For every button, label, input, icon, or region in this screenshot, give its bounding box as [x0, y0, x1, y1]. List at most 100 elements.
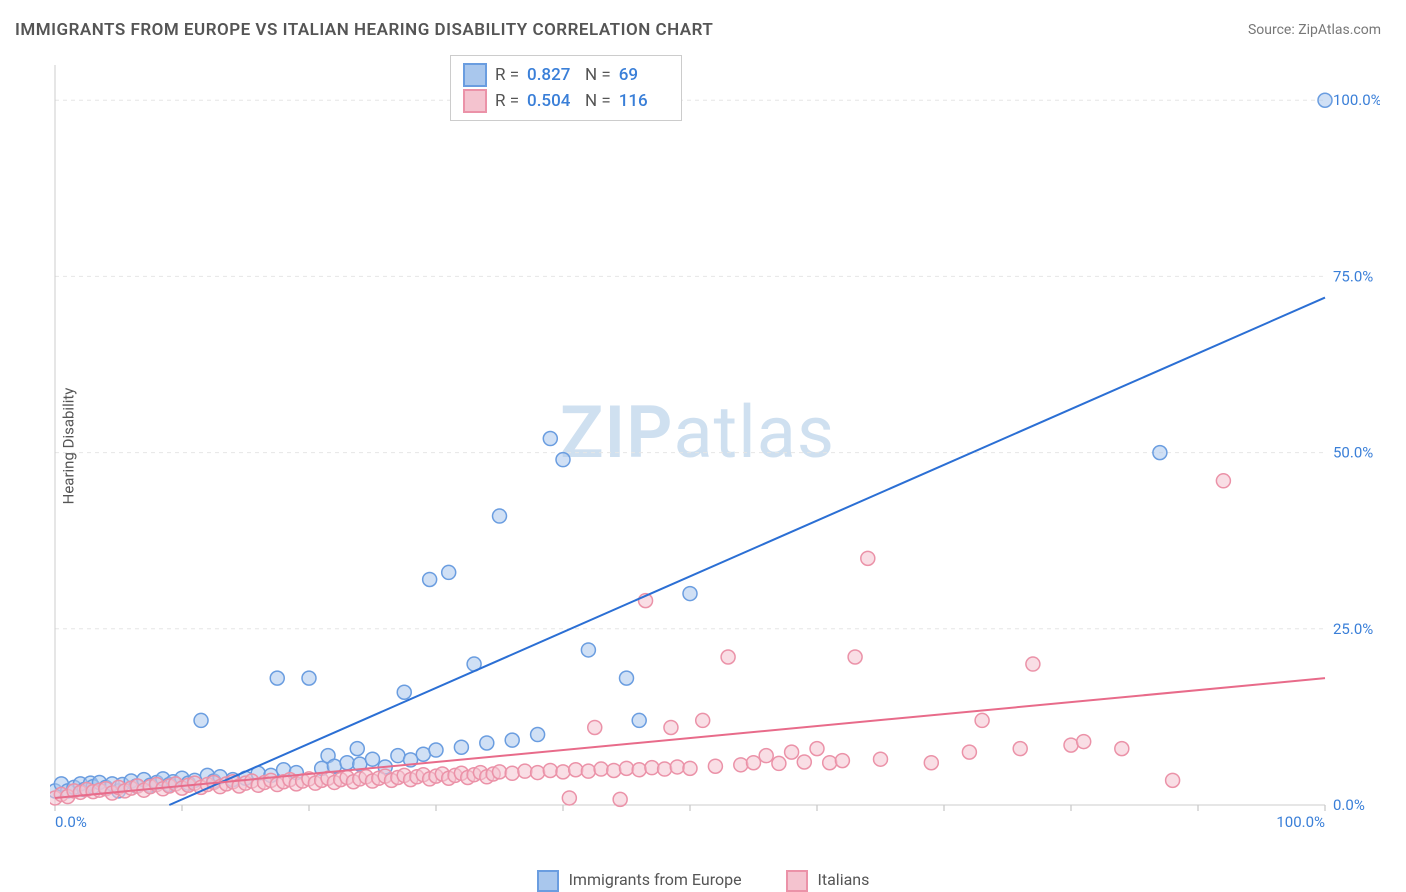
- data-point: [874, 752, 888, 766]
- y-tick-label: 50.0%: [1333, 444, 1373, 462]
- data-point: [759, 749, 773, 763]
- y-tick-label: 25.0%: [1333, 620, 1373, 638]
- legend-r-value: 0.827: [527, 62, 577, 88]
- data-point: [620, 761, 634, 775]
- data-point: [588, 720, 602, 734]
- data-point: [1153, 446, 1167, 460]
- data-point: [518, 764, 532, 778]
- data-point: [1013, 742, 1027, 756]
- data-point: [664, 720, 678, 734]
- data-point: [1115, 742, 1129, 756]
- data-point: [620, 671, 634, 685]
- y-tick-label: 0.0%: [1333, 796, 1365, 814]
- data-point: [442, 565, 456, 579]
- data-point: [607, 763, 621, 777]
- data-point: [785, 745, 799, 759]
- data-point: [562, 791, 576, 805]
- legend-swatch: [537, 870, 559, 892]
- data-point: [1064, 738, 1078, 752]
- regression-line: [55, 678, 1325, 798]
- data-point: [366, 752, 380, 766]
- legend-item: Italians: [786, 870, 870, 889]
- series-legend: Immigrants from Europe Italians: [0, 870, 1406, 892]
- data-point: [581, 764, 595, 778]
- data-point: [1026, 657, 1040, 671]
- legend-r-value: 0.504: [527, 88, 577, 114]
- x-tick-label: 0.0%: [55, 813, 87, 831]
- data-point: [835, 754, 849, 768]
- data-point: [505, 733, 519, 747]
- data-point: [670, 760, 684, 774]
- data-point: [270, 671, 284, 685]
- data-point: [861, 551, 875, 565]
- data-point: [581, 643, 595, 657]
- data-point: [505, 766, 519, 780]
- legend-row: R = 0.827 N = 69: [463, 62, 669, 88]
- scatter-plot: 0.0% 25.0% 50.0% 75.0% 100.0% 0.0% 100.0%: [50, 55, 1380, 835]
- data-point: [302, 671, 316, 685]
- x-tick-label: 100.0%: [1276, 813, 1325, 831]
- chart-title: IMMIGRANTS FROM EUROPE VS ITALIAN HEARIN…: [15, 20, 713, 40]
- legend-n-label: N =: [585, 88, 611, 114]
- data-point: [423, 572, 437, 586]
- data-point: [658, 762, 672, 776]
- data-point: [632, 713, 646, 727]
- data-point: [823, 756, 837, 770]
- legend-n-label: N =: [585, 62, 611, 88]
- data-point: [1318, 93, 1332, 107]
- data-point: [924, 756, 938, 770]
- y-tick-label: 100.0%: [1333, 91, 1380, 109]
- data-point: [708, 759, 722, 773]
- data-point: [531, 728, 545, 742]
- data-point: [696, 713, 710, 727]
- data-point: [975, 713, 989, 727]
- legend-label: Immigrants from Europe: [569, 870, 742, 889]
- source-attribution: Source: ZipAtlas.com: [1248, 22, 1381, 38]
- data-point: [556, 765, 570, 779]
- legend-n-value: 116: [619, 88, 669, 114]
- data-point: [734, 758, 748, 772]
- data-point: [848, 650, 862, 664]
- data-point: [632, 763, 646, 777]
- legend-item: Immigrants from Europe: [537, 870, 746, 889]
- data-point: [416, 747, 430, 761]
- legend-swatch: [786, 870, 808, 892]
- data-point: [645, 761, 659, 775]
- legend-swatch: [463, 63, 487, 87]
- data-point: [1077, 735, 1091, 749]
- legend-row: R = 0.504 N = 116: [463, 88, 669, 114]
- data-point: [493, 765, 507, 779]
- data-point: [721, 650, 735, 664]
- data-point: [1216, 474, 1230, 488]
- stats-legend: R = 0.827 N = 69 R = 0.504 N = 116: [450, 55, 682, 121]
- data-point: [683, 587, 697, 601]
- data-point: [962, 745, 976, 759]
- data-point: [1166, 773, 1180, 787]
- data-point: [543, 763, 557, 777]
- data-point: [683, 761, 697, 775]
- data-point: [797, 755, 811, 769]
- legend-r-label: R =: [495, 88, 519, 114]
- data-point: [594, 762, 608, 776]
- legend-r-label: R =: [495, 62, 519, 88]
- regression-line: [169, 298, 1325, 805]
- legend-n-value: 69: [619, 62, 669, 88]
- data-point: [556, 453, 570, 467]
- data-point: [397, 685, 411, 699]
- data-point: [613, 792, 627, 806]
- data-point: [747, 756, 761, 770]
- data-point: [480, 736, 494, 750]
- data-point: [454, 740, 468, 754]
- data-point: [194, 713, 208, 727]
- data-point: [569, 763, 583, 777]
- data-point: [531, 766, 545, 780]
- data-point: [391, 749, 405, 763]
- y-tick-label: 75.0%: [1333, 267, 1373, 285]
- data-point: [350, 742, 364, 756]
- data-point: [543, 432, 557, 446]
- legend-label: Italians: [818, 870, 870, 889]
- data-point: [772, 756, 786, 770]
- legend-swatch: [463, 89, 487, 113]
- data-point: [810, 742, 824, 756]
- data-point: [493, 509, 507, 523]
